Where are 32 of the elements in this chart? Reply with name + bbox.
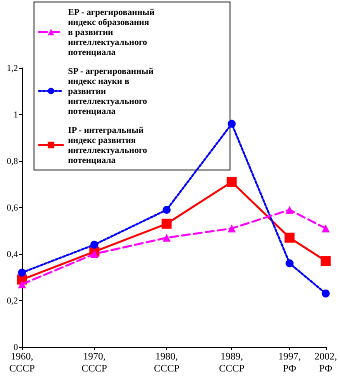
point	[18, 268, 26, 277]
point	[90, 240, 98, 249]
point	[286, 206, 294, 214]
point	[228, 224, 236, 232]
point	[162, 206, 171, 214]
y-tick-label: 0	[14, 342, 18, 352]
x-tick-label: 1960, СССР	[9, 352, 36, 374]
y-tick-label: 1	[14, 110, 18, 120]
y-tick-label: 0,2	[6, 296, 18, 306]
point	[226, 176, 237, 187]
x-tick-label: 1989, СССР	[218, 352, 245, 374]
point	[228, 120, 236, 128]
x-tick-label: 1997, РФ	[278, 352, 301, 374]
point	[90, 250, 98, 258]
point	[18, 280, 26, 288]
legend-label: SP - агрегированный индекс науки в развитии интеллектуального потенциала	[68, 66, 156, 116]
y-tick-label: 0,4	[6, 249, 18, 259]
point	[320, 256, 331, 266]
point	[284, 232, 295, 243]
point	[322, 290, 330, 298]
x-tick-label: 2002, РФ	[314, 352, 337, 374]
x-tick-label: 1980, СССР	[154, 352, 180, 374]
y-tick-label: 0,8	[6, 156, 18, 166]
point	[162, 218, 172, 229]
legend-label: EP - агрегированный индекс образования в развитии интеллектуального потенциала	[68, 7, 157, 57]
point	[162, 234, 171, 242]
y-tick-label: 1,2	[6, 63, 18, 73]
point	[286, 259, 294, 268]
y-tick-label: 0,6	[6, 202, 18, 212]
x-tick-label: 1970, СССР	[82, 352, 108, 374]
point	[322, 224, 330, 232]
legend-label: IP - интегральный индекс развития интеллектуального потенциала	[68, 125, 150, 165]
